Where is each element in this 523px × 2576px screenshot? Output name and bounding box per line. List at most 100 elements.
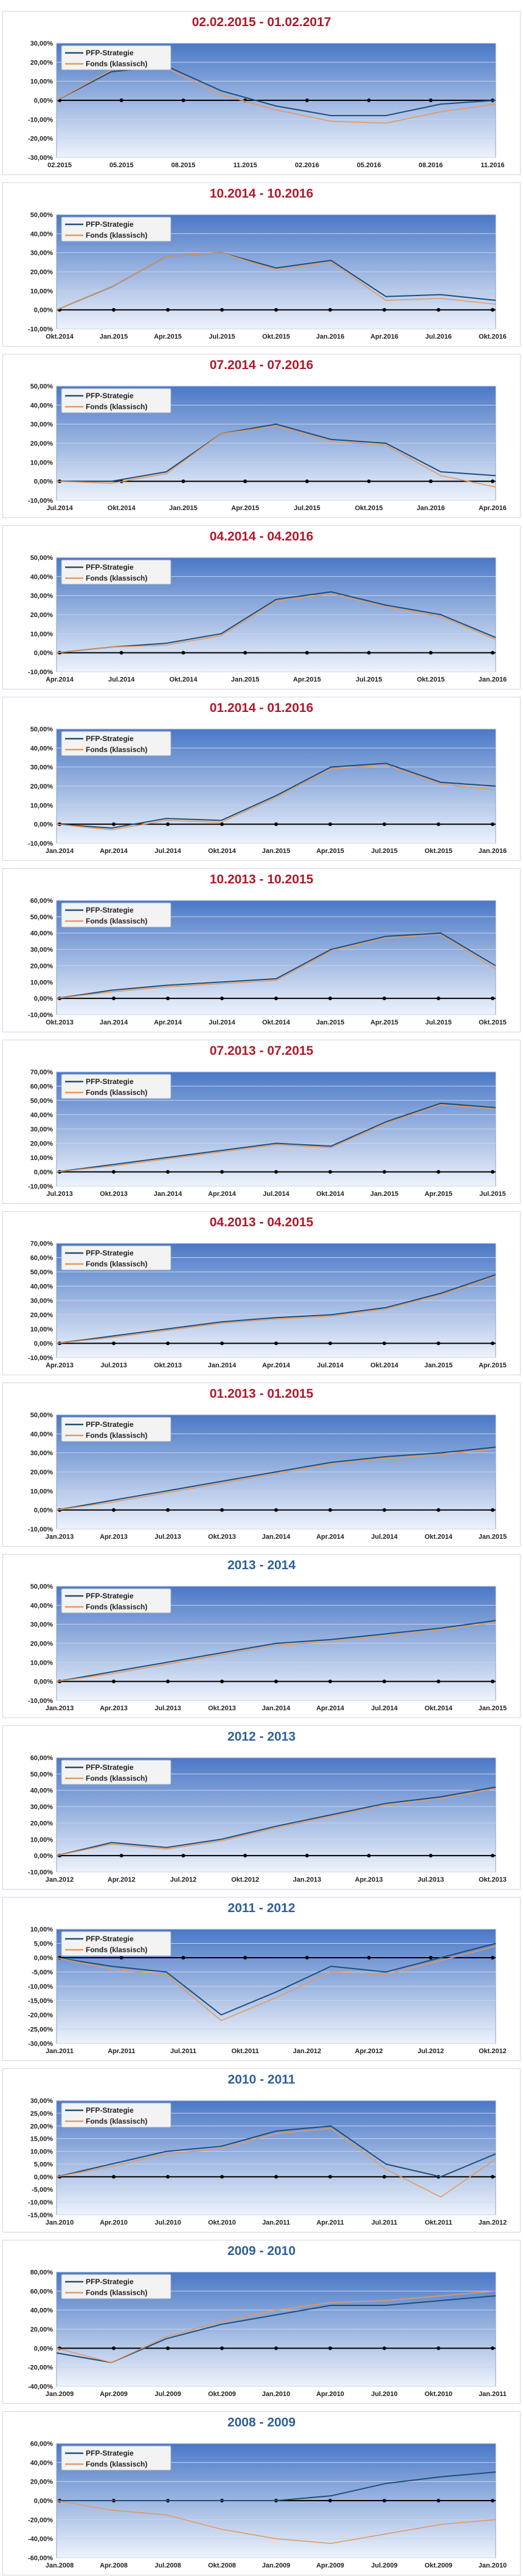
x-tick-label: Jan.2012: [46, 1876, 74, 1884]
x-tick-label: Apr.2014: [46, 676, 74, 683]
x-tick-label: Jul.2014: [46, 505, 73, 512]
legend-box: [61, 2445, 171, 2471]
x-tick-label: 05.2016: [357, 162, 381, 169]
y-tick-label: 0,00%: [34, 307, 53, 314]
chart-title: 2009 - 2010: [227, 2244, 296, 2258]
y-tick-label: 30,00%: [30, 947, 54, 954]
x-tick-label: Apr.2012: [355, 2048, 383, 2055]
x-tick-label: Okt.2013: [46, 1019, 74, 1026]
x-tick-label: 08.2016: [418, 162, 443, 169]
y-tick-label: 60,00%: [30, 1255, 54, 1262]
y-tick-label: 30,00%: [30, 593, 54, 600]
baseline-marker: [491, 479, 494, 483]
y-tick-label: -10,00%: [28, 1012, 53, 1019]
x-tick-label: Jul.2012: [418, 2048, 444, 2055]
baseline-marker: [119, 98, 123, 102]
x-tick-label: Jan.2015: [169, 505, 197, 512]
baseline-marker: [274, 2175, 278, 2179]
x-tick-label: Apr.2015: [316, 848, 344, 855]
series-line-fonds-klassisch: [56, 425, 496, 488]
x-tick-label: Jan.2016: [479, 848, 507, 855]
baseline-marker: [274, 2346, 278, 2350]
x-tick-label: Jan.2015: [231, 676, 259, 683]
x-tick-label: Jul.2011: [170, 2048, 196, 2055]
x-tick-label: Okt.2014: [424, 1705, 453, 1712]
baseline-marker: [112, 2346, 116, 2350]
y-tick-label: -20,00%: [28, 136, 53, 143]
baseline-marker: [429, 1956, 433, 1960]
x-tick-label: Jan.2012: [293, 2048, 321, 2055]
baseline-marker: [243, 651, 248, 655]
baseline-marker: [274, 822, 278, 826]
legend-box: [61, 1588, 171, 1614]
y-tick-label: 10,00%: [30, 2149, 54, 2156]
legend: PFP-Strategie Fonds (klassisch): [61, 2102, 171, 2128]
x-tick-label: Apr.2014: [154, 1019, 182, 1026]
y-tick-label: -20,00%: [28, 2516, 53, 2524]
series-line-pfp-strategie: [56, 1620, 496, 1682]
series-line-fonds-klassisch: [56, 1788, 496, 1856]
y-tick-label: -10,00%: [28, 2199, 53, 2206]
line-chart: 50,00% 40,00% 30,00% 20,00% 10,00% 0,00% -10,0…: [28, 726, 507, 855]
x-tick-label: 11.2016: [480, 162, 504, 169]
baseline-marker: [383, 308, 386, 312]
y-tick-label: 30,00%: [30, 2098, 54, 2105]
y-tick-label: 0,00%: [34, 2345, 53, 2352]
baseline-marker: [328, 2175, 332, 2179]
y-tick-label: 40,00%: [30, 1112, 54, 1119]
x-tick-label: Jul.2014: [108, 676, 135, 683]
baseline-marker: [220, 1679, 224, 1683]
legend-box: [61, 388, 171, 413]
x-tick-label: Apr.2013: [46, 1362, 74, 1369]
x-tick-label: Apr.2015: [293, 676, 321, 683]
x-tick-label: Apr.2011: [316, 2219, 344, 2226]
legend-box: [61, 731, 171, 756]
y-tick-label: 0,00%: [34, 1507, 53, 1514]
baseline-marker: [491, 651, 494, 655]
baseline-marker: [274, 1508, 278, 1512]
y-tick-label: 0,00%: [34, 1853, 53, 1860]
y-tick-label: 0,00%: [34, 1169, 53, 1176]
legend-box: [61, 216, 171, 242]
legend-label-fund: Fonds (klassisch): [86, 917, 147, 925]
baseline-marker: [383, 996, 386, 1001]
x-tick-label: Apr.2012: [108, 1876, 136, 1884]
y-tick-label: 50,00%: [30, 1097, 54, 1105]
x-tick-label: Jul.2015: [425, 1019, 451, 1026]
x-tick-label: Jul.2014: [263, 1190, 289, 1198]
x-tick-label: Okt.2015: [424, 848, 452, 855]
y-tick-label: 60,00%: [30, 1755, 54, 1762]
baseline-marker: [243, 1854, 248, 1858]
x-tick-label: Okt.2009: [424, 2562, 452, 2569]
chart-panel: 2012 - 2013 60,00% 50,00% 40,00% 30,00% 20,00…: [2, 1725, 521, 1890]
y-tick-label: 80,00%: [30, 2269, 54, 2276]
baseline-marker: [328, 1341, 332, 1345]
y-tick-label: 50,00%: [30, 554, 54, 562]
legend: PFP-Strategie Fonds (klassisch): [61, 731, 171, 756]
y-tick-label: -5,00%: [32, 2186, 53, 2194]
baseline-marker: [181, 479, 185, 483]
y-tick-label: 10,00%: [30, 979, 54, 986]
x-tick-label: 05.2015: [109, 162, 134, 169]
y-tick-label: 10,00%: [30, 1488, 54, 1495]
legend: PFP-Strategie Fonds (klassisch): [61, 1931, 171, 1956]
baseline-marker: [367, 1854, 371, 1858]
chart-panel: 10.2014 - 10.2016 50,00% 40,00% 30,00% 20,00…: [2, 182, 521, 347]
baseline-marker: [166, 308, 170, 312]
x-tick-label: Jan.2010: [479, 2562, 507, 2569]
legend-label-strategy: PFP-Strategie: [86, 2106, 134, 2115]
y-tick-label: 0,00%: [34, 2174, 53, 2181]
baseline-marker: [383, 822, 386, 826]
x-tick-label: Apr.2014: [208, 1190, 237, 1198]
x-tick-label: Jul.2013: [154, 1705, 181, 1712]
baseline-marker: [274, 996, 278, 1001]
x-tick-label: Apr.2010: [316, 2391, 344, 2398]
x-tick-label: Okt.2011: [232, 2048, 259, 2055]
series-line-pfp-strategie: [57, 2471, 496, 2501]
y-tick-label: 20,00%: [30, 2326, 54, 2333]
y-tick-label: 50,00%: [30, 1771, 54, 1778]
baseline-marker: [220, 2175, 224, 2179]
baseline-marker: [328, 2346, 332, 2350]
y-tick-label: -10,00%: [28, 326, 53, 333]
x-tick-label: Okt.2013: [154, 1362, 182, 1369]
